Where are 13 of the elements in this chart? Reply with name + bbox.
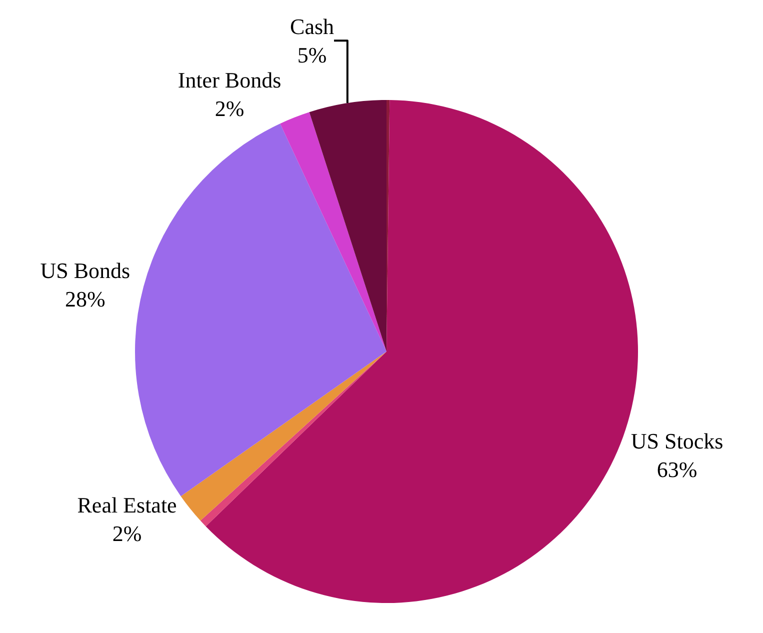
pie-slice (135, 124, 386, 496)
pie-slice (309, 100, 386, 352)
data-label: 5% (297, 42, 327, 68)
slice-label: US Bonds (40, 258, 130, 284)
data-label: 2% (214, 96, 244, 122)
slice-label: US Stocks (630, 428, 724, 454)
slice-label: Cash (290, 14, 334, 39)
slice-label: Inter Bonds (178, 67, 282, 92)
data-label: 63% (656, 457, 698, 482)
pie-slice (280, 112, 386, 352)
data-label: 2% (112, 521, 142, 546)
data-label: 28% (64, 286, 106, 312)
slice-label: Real Estate (77, 492, 177, 518)
